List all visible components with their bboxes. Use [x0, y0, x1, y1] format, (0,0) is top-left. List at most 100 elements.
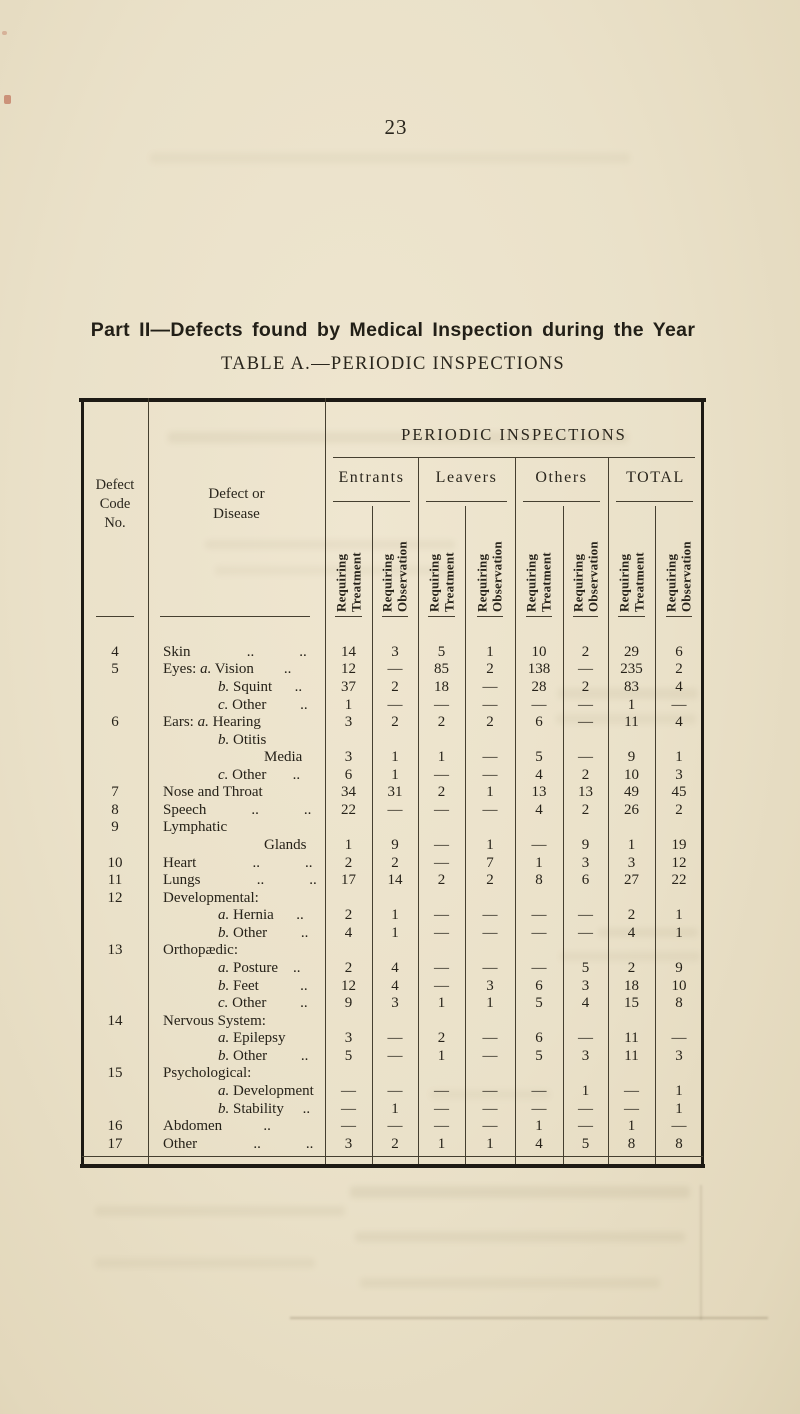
- cell-value: 37: [341, 678, 356, 695]
- cell-value: 6: [535, 1030, 543, 1047]
- cell-value: 4: [535, 766, 543, 783]
- cell-value: —: [434, 1083, 449, 1100]
- cell-value: —: [482, 1047, 498, 1064]
- cell-value: —: [578, 1118, 593, 1135]
- part-title: Part II—Defects found by Medical Inspect…: [90, 319, 696, 341]
- cell-value: —: [531, 696, 547, 713]
- defect-label: b. Squint ..: [218, 678, 303, 695]
- cell-value: —: [671, 1030, 687, 1047]
- cell-value: 2: [627, 960, 636, 977]
- cell-value: —: [578, 749, 593, 766]
- column-divider: [325, 398, 326, 1164]
- defect-code: 4: [111, 643, 119, 660]
- header-bottom-dash: [96, 616, 134, 617]
- bleed-through-smudge: [350, 1186, 690, 1198]
- cell-value: —: [578, 907, 593, 924]
- defect-label: Skin .. ..: [163, 643, 307, 660]
- group-header-entrants: Entrants: [338, 469, 405, 486]
- cell-value: 3: [675, 766, 683, 783]
- page-number: 23: [384, 115, 408, 139]
- cell-value: —: [434, 960, 449, 977]
- table-row: 8 Speech .. .. 22 — — — 4 2 26 2: [82, 802, 703, 820]
- cell-value: —: [482, 801, 498, 818]
- cell-value: —: [482, 766, 498, 783]
- defect-code: 13: [107, 942, 123, 959]
- column-subheader-label: Requiring Observation: [474, 541, 504, 612]
- table-border-bottom: [80, 1164, 705, 1168]
- group-header-leavers: Leavers: [435, 469, 498, 486]
- cell-value: —: [578, 714, 593, 731]
- cell-value: 3: [675, 1047, 683, 1064]
- cell-value: 3: [627, 854, 636, 871]
- table-row: 11 Lungs .. .. 17 14 2 2 8 6 27 22: [82, 872, 703, 890]
- cell-value: 2: [391, 678, 399, 695]
- defect-label: Nose and Throat: [163, 784, 263, 801]
- column-subheader: Requiring Observation: [465, 510, 515, 612]
- cell-value: —: [341, 1083, 356, 1100]
- cell-value: 3: [344, 714, 353, 731]
- cell-value: 1: [391, 924, 399, 941]
- table-row: b. Feet .. 12 4 — 3 6 3 18 10: [82, 977, 703, 995]
- cell-value: 83: [624, 678, 639, 695]
- defect-label: b. Stability ..: [218, 1100, 311, 1117]
- cell-value: 2: [344, 907, 353, 924]
- cell-value: 1: [486, 784, 494, 801]
- cell-value: 1: [437, 1135, 446, 1152]
- cell-value: 18: [434, 678, 449, 695]
- column-subheader: Requiring Treatment: [608, 510, 655, 612]
- cell-value: 1: [675, 907, 683, 924]
- cell-value: 17: [341, 872, 356, 889]
- cell-value: 1: [391, 749, 399, 766]
- table-row: 14 Nervous System:: [82, 1012, 703, 1030]
- table-border-right: [701, 398, 704, 1168]
- table-row: 16 Abdomen .. — — — — 1 — 1 —: [82, 1118, 703, 1136]
- column-divider: [418, 458, 419, 1164]
- table-row: 12 Developmental:: [82, 889, 703, 907]
- cell-value: 1: [486, 837, 494, 854]
- cell-value: 1: [627, 837, 636, 854]
- table-row: b. Stability .. — 1 — — — — — 1: [82, 1100, 703, 1118]
- cell-value: 2: [675, 661, 683, 678]
- cell-value: 3: [581, 977, 590, 994]
- defect-label: Media: [264, 749, 303, 766]
- table-row: b. Squint .. 37 2 18 — 28 2 83 4: [82, 679, 703, 697]
- cell-value: —: [578, 1100, 593, 1117]
- cell-value: 3: [486, 977, 494, 994]
- defect-label: Abdomen ..: [163, 1118, 271, 1135]
- defect-code: 15: [107, 1065, 123, 1082]
- column-subheader: Requiring Observation: [563, 510, 608, 612]
- defect-code: 7: [111, 784, 119, 801]
- column-subheader-label: Requiring Treatment: [615, 552, 646, 612]
- defect-label: Heart .. ..: [163, 854, 313, 871]
- cell-value: 10: [671, 977, 687, 994]
- defect-code: 5: [111, 661, 119, 678]
- cell-value: 2: [486, 872, 494, 889]
- cell-value: 1: [486, 1135, 494, 1152]
- cell-value: 9: [344, 995, 353, 1012]
- table-row: 15 Psychological:: [82, 1065, 703, 1083]
- defect-label: Ears: a. Hearing: [163, 714, 261, 731]
- cell-value: —: [482, 749, 498, 766]
- header-bottom-dash: [428, 616, 455, 617]
- cell-value: 1: [581, 1083, 590, 1100]
- cell-value: 29: [624, 643, 639, 660]
- table-row: a. Posture .. 2 4 — — — 5 2 9: [82, 960, 703, 978]
- table-row: b. Other .. 5 — 1 — 5 3 11 3: [82, 1048, 703, 1066]
- cell-value: 10: [531, 643, 547, 660]
- table-row: 13 Orthopædic:: [82, 942, 703, 960]
- cell-value: 49: [624, 784, 639, 801]
- cell-value: 13: [578, 784, 593, 801]
- cell-value: 19: [671, 837, 687, 854]
- table-row: b. Other .. 4 1 — — — — 4 1: [82, 925, 703, 943]
- column-subheader-label: Requiring Treatment: [332, 552, 363, 612]
- defect-label: Lymphatic: [163, 819, 228, 836]
- defect-code: 10: [107, 854, 123, 871]
- column-subheader-label: Requiring Observation: [569, 541, 600, 612]
- table-row: Glands 1 9—1—9 1 19: [82, 837, 703, 855]
- table-row: 17 Other .. .. 3 2 1 1 4 5 8 8: [82, 1135, 703, 1153]
- cell-value: 2: [344, 960, 353, 977]
- cell-value: —: [387, 696, 403, 713]
- cell-value: 22: [341, 801, 356, 818]
- bleed-through-smudge: [355, 1232, 685, 1242]
- cell-value: 85: [434, 661, 449, 678]
